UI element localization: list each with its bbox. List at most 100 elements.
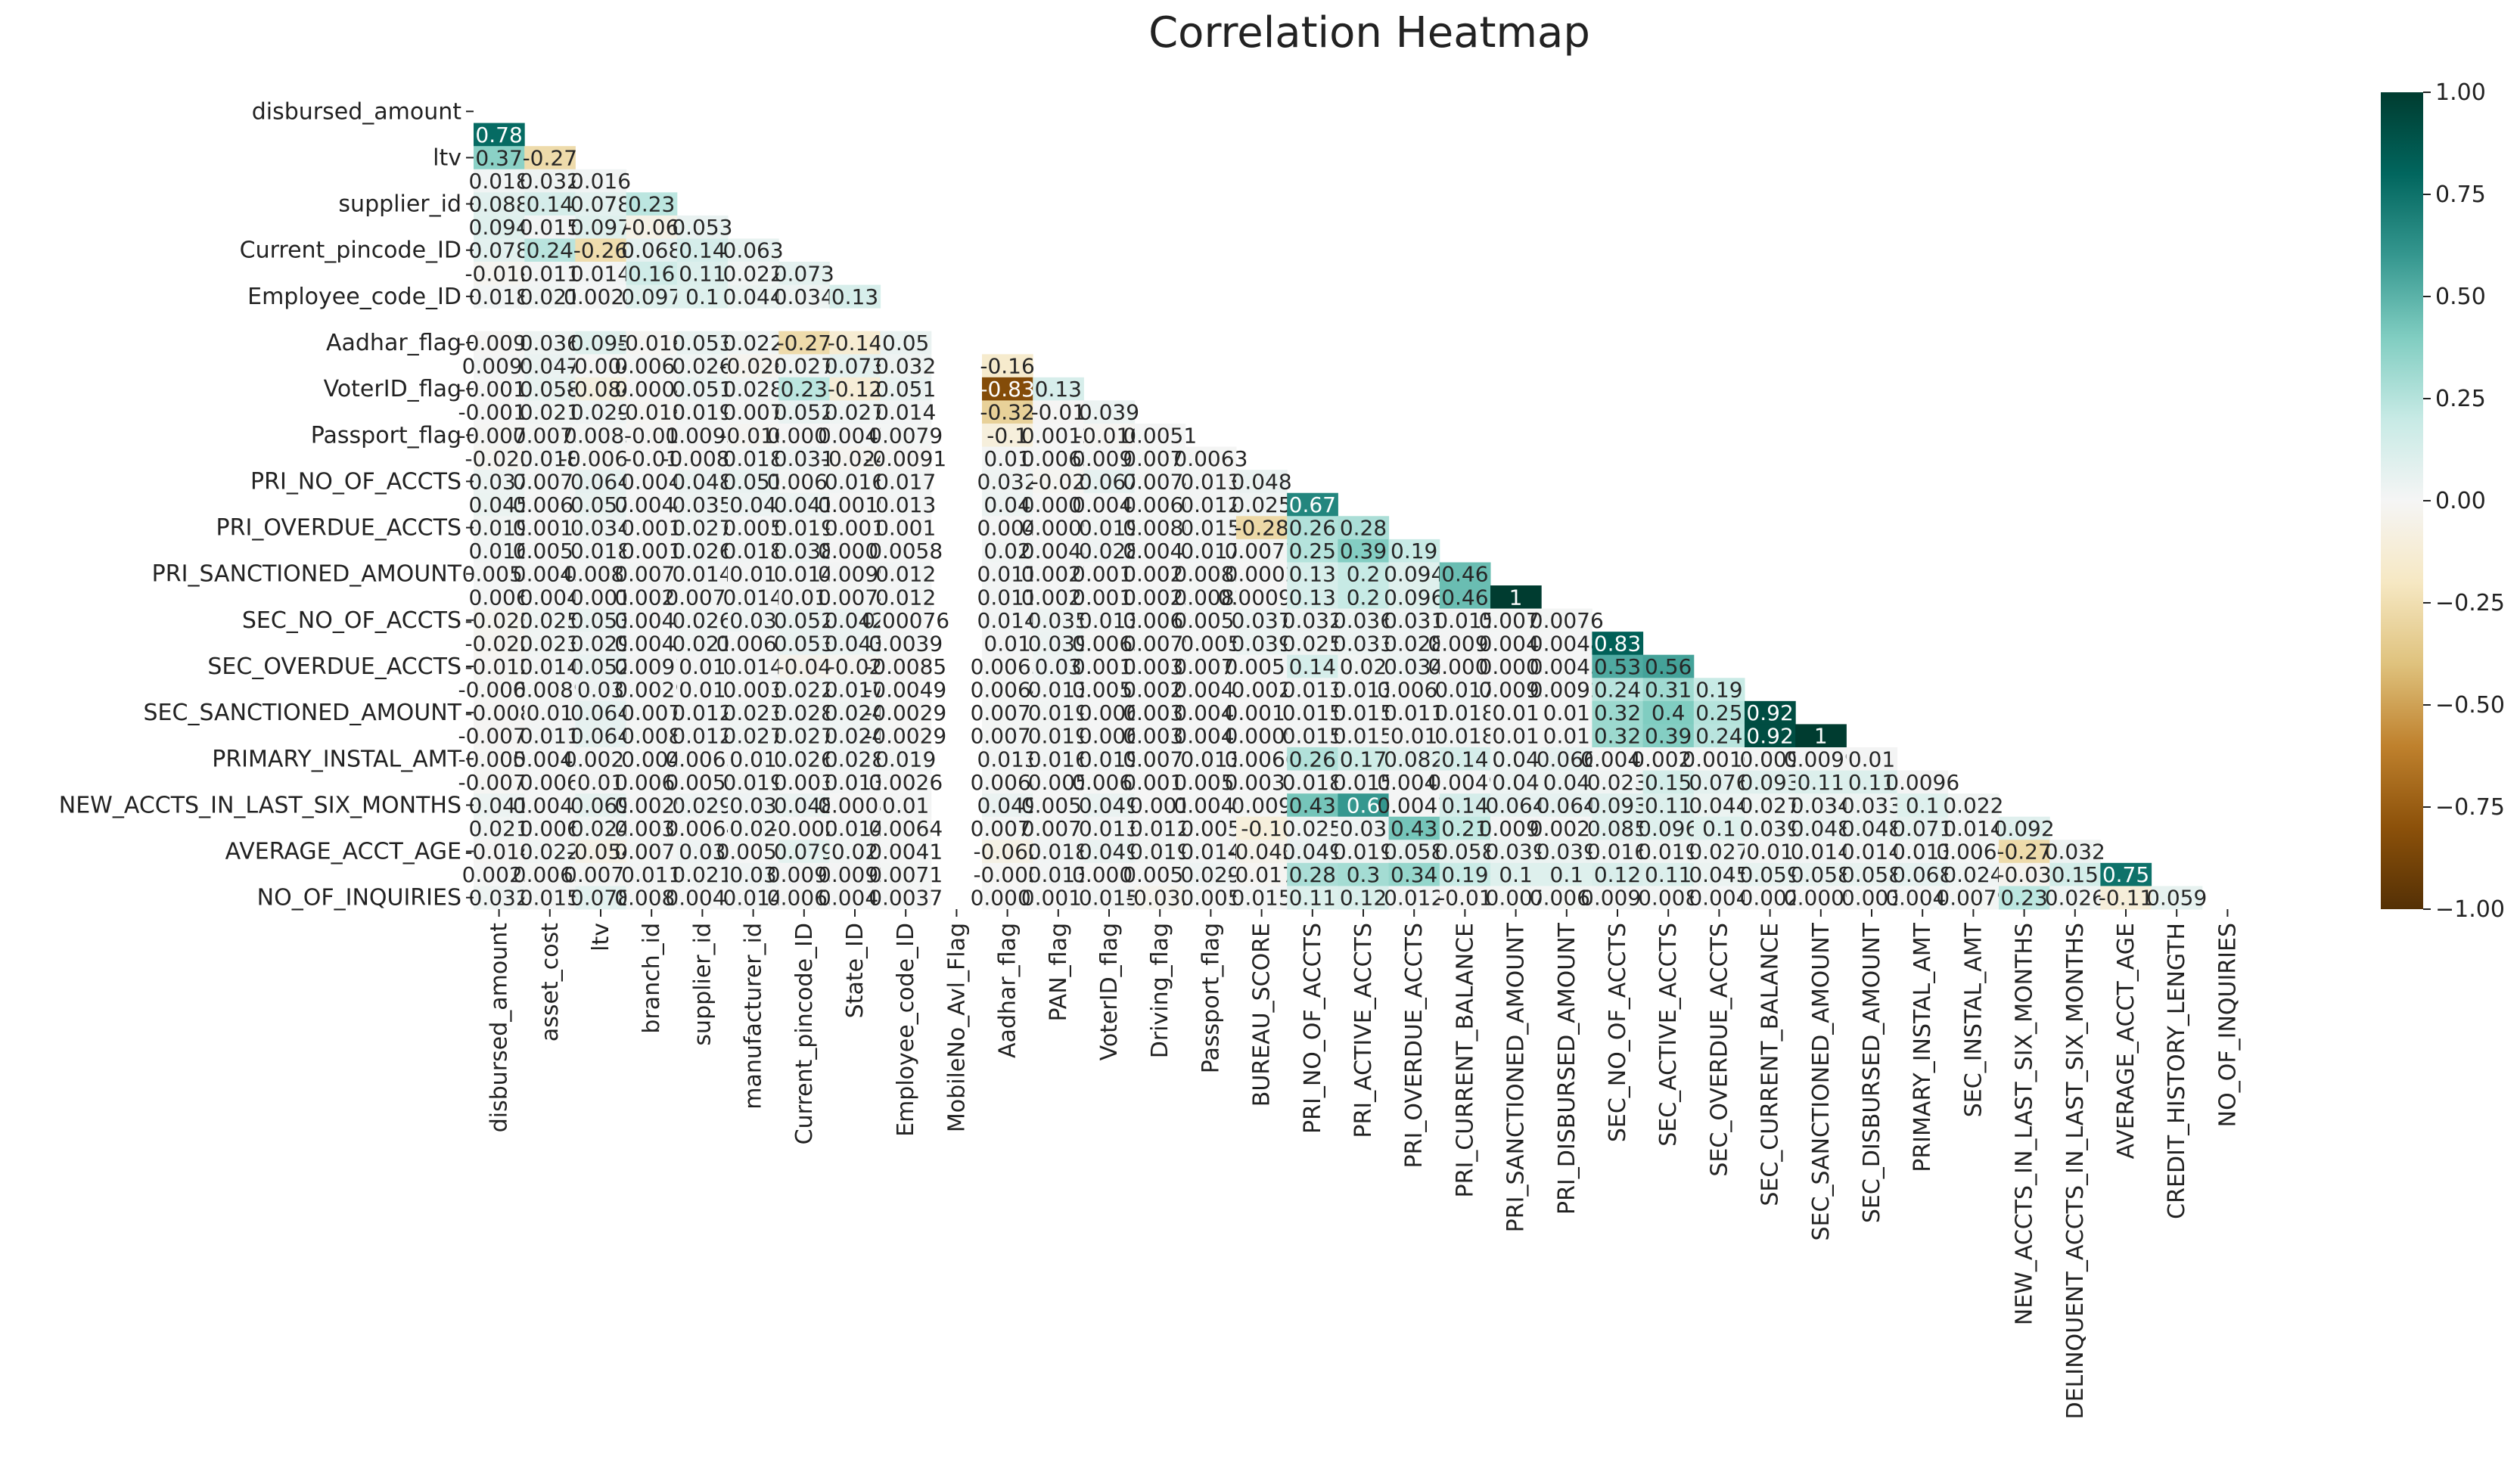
cell-value-label: 0.013 — [1333, 678, 1394, 703]
heatmap-cell — [626, 632, 678, 656]
cell-value-label: -0.024 — [821, 446, 889, 471]
x-tick-label: PRI_DISBURSED_AMOUNT — [1554, 922, 1580, 1215]
heatmap-cell — [1185, 654, 1237, 678]
cell-value-label: 0.15 — [1645, 770, 1692, 795]
cell-value-label: -0.0029 — [865, 700, 946, 725]
heatmap-cell — [676, 678, 729, 702]
cell-value-label: 0.0063 — [971, 654, 1045, 679]
cell-value-label: 0.0008 — [1428, 654, 1502, 679]
heatmap-cell — [1083, 654, 1136, 678]
heatmap-cell — [626, 562, 678, 586]
cell-value-label: 0.0041 — [868, 840, 943, 865]
x-tick-label: Passport_flag — [1198, 923, 1224, 1073]
heatmap-cell — [880, 700, 932, 725]
cell-value-label: 0.23 — [2000, 886, 2047, 911]
heatmap-cell — [728, 470, 779, 494]
y-tick-label: ltv — [433, 144, 461, 171]
heatmap-cell — [474, 585, 525, 610]
heatmap-cell — [524, 608, 576, 632]
heatmap-cell — [626, 238, 678, 262]
cell-value-label: 0.032 — [1282, 608, 1343, 633]
cell-value-label: 0.053 — [672, 331, 732, 355]
heatmap-cell — [524, 678, 576, 702]
cell-value-label: 0.082 — [1384, 747, 1444, 771]
cell-value-label: 0.0048 — [1530, 631, 1604, 656]
cell-value-label: 0.023 — [520, 631, 580, 656]
heatmap-cell — [524, 700, 576, 725]
heatmap-cell — [575, 516, 627, 540]
cell-value-label: 0.032 — [520, 169, 580, 194]
cell-value-label: 0.019 — [1079, 516, 1139, 541]
cell-value-label: 0.14 — [1441, 793, 1488, 818]
cell-value-label: 0.037 — [469, 469, 530, 494]
cell-value-label: 0.1 — [1702, 816, 1736, 841]
x-tick-label: VoterID_flag — [1096, 923, 1123, 1060]
heatmap-cell — [728, 262, 779, 286]
cell-value-label: 0.052 — [570, 654, 631, 679]
heatmap-cell — [880, 562, 932, 586]
heatmap-cell — [575, 700, 627, 725]
cell-value-label: 0.46 — [1441, 562, 1488, 587]
cell-value-label: 0.11 — [1645, 793, 1692, 818]
heatmap-cell — [1185, 539, 1237, 563]
heatmap-cell — [575, 400, 627, 424]
cell-value-label: 0.0064 — [971, 678, 1045, 703]
heatmap-cell — [524, 424, 576, 448]
cell-value-label: 0.047 — [520, 354, 580, 379]
cell-value-label: 0.12 — [1594, 862, 1641, 887]
heatmap-cell — [728, 654, 779, 678]
x-tick-label: asset_cost — [537, 923, 564, 1042]
heatmap-cell — [474, 516, 525, 540]
heatmap-cell — [524, 446, 576, 470]
chart-title: Correlation Heatmap — [1148, 8, 1590, 57]
cell-value-label: 0.0069 — [1377, 678, 1451, 703]
x-tick-label: NO_OF_INQUIRIES — [2214, 923, 2241, 1127]
cell-value-label: 0.23 — [781, 377, 828, 402]
heatmap-cell — [524, 492, 576, 517]
heatmap-cell — [829, 331, 881, 355]
cell-value-label: 0.097 — [621, 284, 682, 309]
cell-value-label: 0.038 — [774, 539, 834, 563]
cell-value-label: 0.005 — [1180, 631, 1241, 656]
heatmap-cell — [474, 700, 525, 725]
heatmap-cell — [474, 238, 525, 262]
heatmap-cell — [1439, 632, 1491, 656]
x-tick-label: MobileNo_Avl_Flag — [943, 923, 970, 1132]
heatmap-cell — [1033, 678, 1084, 702]
heatmap-cell — [1388, 678, 1440, 702]
heatmap-cell — [982, 470, 1033, 494]
heatmap-cell — [829, 446, 881, 470]
colorbar-tick-label: 0.75 — [2435, 182, 2486, 208]
cell-value-label: 0.073 — [825, 354, 885, 379]
heatmap-cell — [524, 562, 576, 586]
cell-value-label: 0.053 — [672, 215, 732, 240]
heatmap-cell — [524, 539, 576, 563]
cell-value-label: 0.02 — [983, 539, 1030, 563]
cell-value-label: 0.0085 — [564, 423, 638, 448]
y-tick-label: PRI_OVERDUE_ACCTS — [216, 515, 461, 542]
cell-value-label: 0.027 — [1689, 840, 1749, 865]
x-tick-label: PRI_CURRENT_BALANCE — [1452, 923, 1478, 1197]
heatmap-cell — [1134, 585, 1186, 610]
heatmap-cell — [575, 354, 627, 378]
heatmap-cell — [626, 492, 678, 517]
heatmap-cell — [575, 169, 627, 193]
heatmap-cell — [1338, 678, 1390, 702]
heatmap-cell — [728, 331, 779, 355]
heatmap-cell — [829, 470, 881, 494]
heatmap-cell — [728, 400, 779, 424]
x-tick-label: manufacturer_id — [741, 923, 767, 1110]
x-tick-label: Employee_code_ID — [893, 923, 919, 1137]
cell-value-label: 0.026 — [2045, 886, 2105, 911]
heatmap-cell — [1033, 632, 1084, 656]
cell-value-label: 0.24 — [527, 238, 573, 263]
cell-value-label: 0.068 — [621, 238, 682, 263]
cell-value-label: -0.1 — [987, 423, 1028, 448]
heatmap-cell — [1134, 516, 1186, 540]
heatmap-cell — [575, 377, 627, 401]
cell-value-label: -0.01 — [1437, 886, 1492, 911]
heatmap-cell — [1338, 654, 1390, 678]
cell-value-label: -0.02 — [828, 654, 882, 679]
cell-value-label: 0.0062 — [513, 492, 587, 517]
heatmap-cell — [524, 400, 576, 424]
